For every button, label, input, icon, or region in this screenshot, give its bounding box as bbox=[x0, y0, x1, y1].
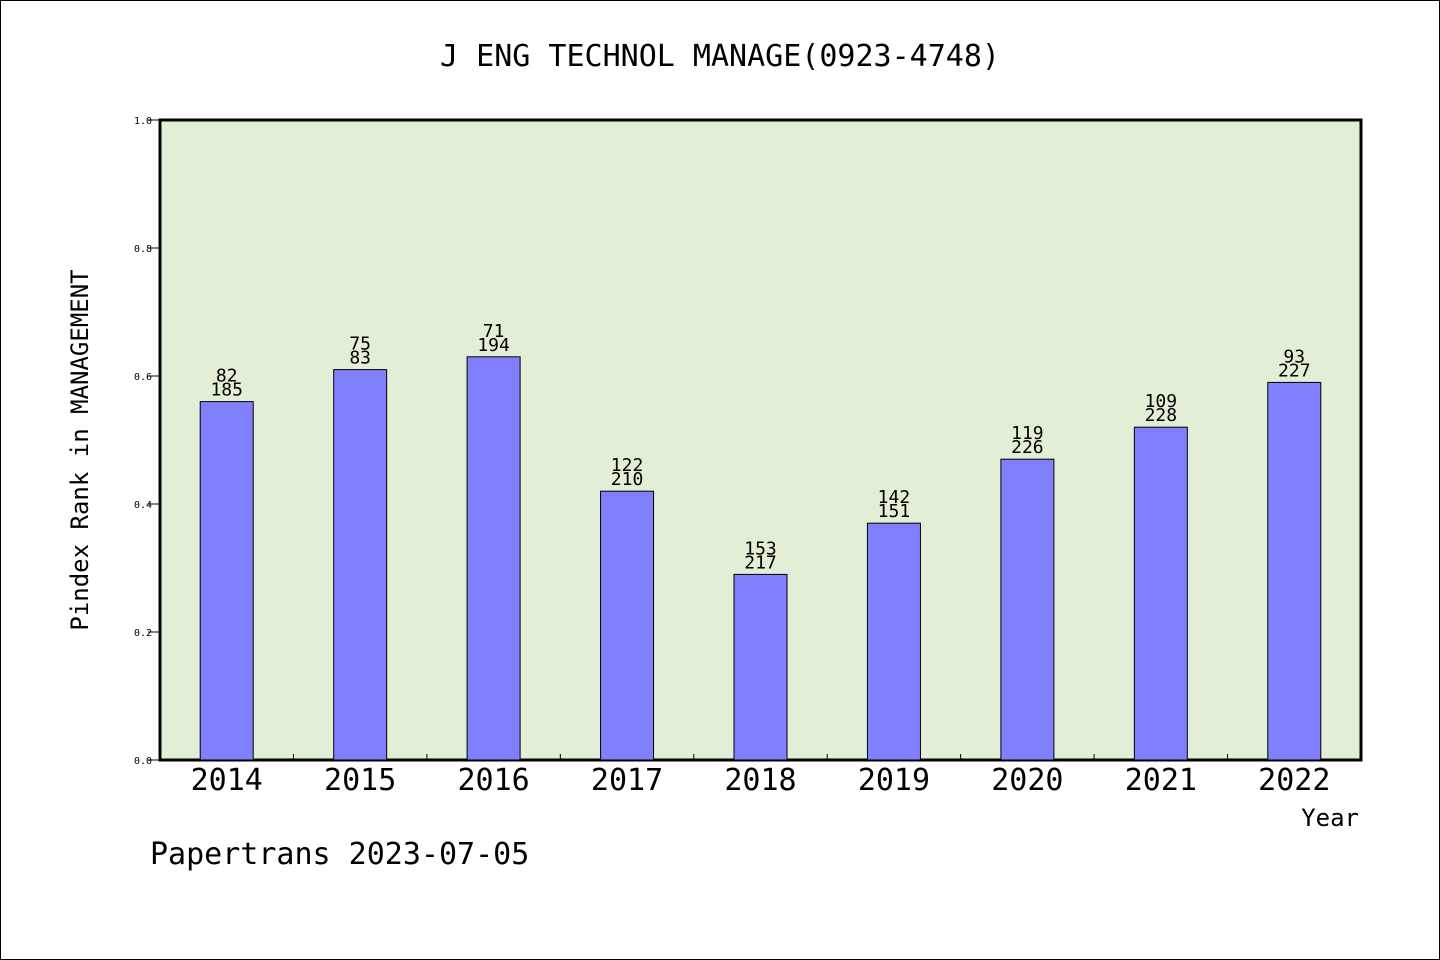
bar-annotation-top: 71 bbox=[483, 321, 505, 342]
bar-annotation-bottom: 194 bbox=[477, 335, 510, 356]
y-tick-label: 0.8 bbox=[134, 244, 152, 255]
x-axis-title: Year bbox=[1301, 804, 1359, 832]
bar-annotation-bottom: 217 bbox=[744, 552, 777, 573]
bar-annotation-top: 153 bbox=[744, 538, 777, 559]
bar-annotation-bottom: 151 bbox=[878, 501, 911, 522]
y-tick-label: 0.2 bbox=[134, 628, 152, 639]
x-tick-label: 2019 bbox=[858, 763, 930, 798]
bar-2022 bbox=[1267, 381, 1322, 761]
bar-2017 bbox=[600, 490, 655, 761]
bar-annotation-bottom: 228 bbox=[1145, 405, 1178, 426]
y-axis-title: Pindex Rank in MANAGEMENT bbox=[66, 269, 94, 630]
y-tick-label: 0.4 bbox=[134, 500, 152, 511]
y-tick-label: 1.0 bbox=[134, 116, 152, 127]
x-tick-label: 2018 bbox=[724, 763, 796, 798]
bar-annotation-top: 119 bbox=[1011, 423, 1044, 444]
bar-annotation-top: 109 bbox=[1145, 391, 1178, 412]
x-tick-label: 2020 bbox=[991, 763, 1063, 798]
y-tick-label: 0.6 bbox=[134, 372, 152, 383]
x-tick-label: 2017 bbox=[591, 763, 663, 798]
x-tick-label: 2022 bbox=[1258, 763, 1330, 798]
bars bbox=[199, 356, 1322, 761]
bar-2015 bbox=[333, 369, 388, 761]
bar-annotation-top: 82 bbox=[216, 366, 238, 387]
bar-2019 bbox=[866, 522, 921, 761]
y-axis: 0.0 0.2 0.4 0.6 0.8 1.0 bbox=[134, 116, 160, 767]
x-tick-label: 2014 bbox=[191, 763, 263, 798]
bar-annotation-top: 122 bbox=[611, 455, 644, 476]
x-tick-label: 2015 bbox=[324, 763, 396, 798]
y-tick-label: 0.0 bbox=[134, 756, 152, 767]
bar-annotation-bottom: 210 bbox=[611, 469, 644, 490]
bar-annotation-top: 142 bbox=[878, 487, 911, 508]
bar-2020 bbox=[1000, 458, 1055, 761]
footer-credit: Papertrans 2023-07-05 bbox=[150, 837, 529, 872]
x-tick-label: 2021 bbox=[1125, 763, 1197, 798]
x-axis: 2014 2015 2016 2017 2018 2019 2020 2021 2022 bbox=[191, 754, 1330, 798]
bar-annotation-bottom: 185 bbox=[210, 380, 243, 401]
bar-2014 bbox=[199, 401, 254, 761]
chart-title: J ENG TECHNOL MANAGE(0923-4748) bbox=[440, 39, 1000, 74]
bar-annotation-bottom: 83 bbox=[349, 348, 371, 369]
bar-2021 bbox=[1133, 426, 1188, 761]
bar-annotation-bottom: 226 bbox=[1011, 437, 1044, 458]
bar-annotation-bottom: 227 bbox=[1278, 360, 1311, 381]
bar-annotation-top: 93 bbox=[1283, 346, 1305, 367]
bar-2016 bbox=[466, 356, 521, 761]
bar-annotation-top: 75 bbox=[349, 334, 371, 355]
bar-2018 bbox=[733, 573, 788, 761]
x-tick-label: 2016 bbox=[457, 763, 529, 798]
